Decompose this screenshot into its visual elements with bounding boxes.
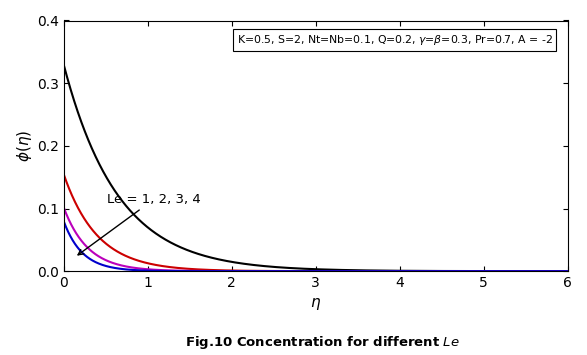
X-axis label: $\eta$: $\eta$ <box>310 296 321 312</box>
Text: K=0.5, S=2, Nt=Nb=0.1, Q=0.2, $\gamma$=$\beta$=0.3, Pr=0.7, A = -2: K=0.5, S=2, Nt=Nb=0.1, Q=0.2, $\gamma$=$… <box>237 33 552 47</box>
Text: Le = 1, 2, 3, 4: Le = 1, 2, 3, 4 <box>78 193 201 255</box>
Y-axis label: $\phi(\eta)$: $\phi(\eta)$ <box>15 130 34 162</box>
Text: Fig.10 Concentration for different $\mathit{Le}$: Fig.10 Concentration for different $\mat… <box>185 334 460 351</box>
